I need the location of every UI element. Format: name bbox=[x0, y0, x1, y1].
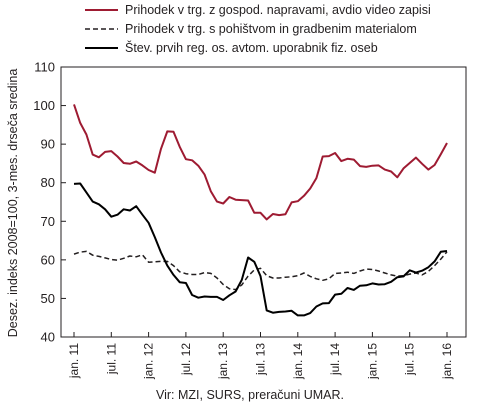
x-tick-label: jan. 14 bbox=[291, 343, 305, 380]
series-line-car-registrations bbox=[73, 182, 448, 317]
y-tick-label: 60 bbox=[41, 252, 55, 267]
x-tick-label: jan. 12 bbox=[142, 343, 156, 380]
x-tick-label: jul. 11 bbox=[104, 343, 118, 375]
legend-label-audio-video: Prihodek v trg. z gospod. napravami, avd… bbox=[125, 3, 431, 17]
y-tick-label: 100 bbox=[33, 98, 55, 113]
x-tick-label: jul. 15 bbox=[403, 343, 417, 376]
x-axis-ticks: jan. 11 jul. 11 jan. 12 jul. 12 jan. 13 jul. … bbox=[67, 332, 454, 380]
series-line-furniture bbox=[73, 250, 448, 291]
x-tick-label: jan. 15 bbox=[365, 343, 379, 380]
legend: Prihodek v trg. z gospod. napravami, avd… bbox=[85, 3, 431, 55]
y-tick-label: 110 bbox=[34, 60, 55, 75]
x-tick-label: jan. 13 bbox=[216, 343, 230, 380]
x-tick-label: jul. 14 bbox=[328, 343, 342, 376]
legend-label-furniture: Prihodek v trg. s pohištvom in gradbenim… bbox=[125, 22, 417, 36]
plot-frame bbox=[60, 66, 467, 338]
series-lines bbox=[73, 104, 448, 317]
legend-label-car-registrations: Štev. prvih reg. os. avtom. uporabnik fi… bbox=[125, 40, 378, 55]
x-tick-label: jan. 11 bbox=[67, 343, 81, 379]
x-tick-label: jan. 16 bbox=[440, 343, 454, 380]
y-tick-label: 70 bbox=[41, 214, 55, 229]
series-line-audio-video bbox=[73, 104, 448, 221]
x-tick-label: jul. 12 bbox=[179, 343, 193, 376]
y-tick-label: 50 bbox=[41, 291, 55, 306]
y-tick-label: 80 bbox=[41, 175, 55, 190]
y-tick-label: 90 bbox=[41, 137, 55, 152]
y-axis-label: Desez. indeks 2008=100, 3-mes. drseča sr… bbox=[6, 69, 20, 338]
x-tick-label: jul. 13 bbox=[254, 343, 268, 376]
y-tick-label: 40 bbox=[41, 330, 55, 345]
y-axis-ticks: 40 50 60 70 80 90 100 110 bbox=[33, 60, 66, 345]
source-note: Vir: MZI, SURS, preračuni UMAR. bbox=[156, 388, 344, 402]
